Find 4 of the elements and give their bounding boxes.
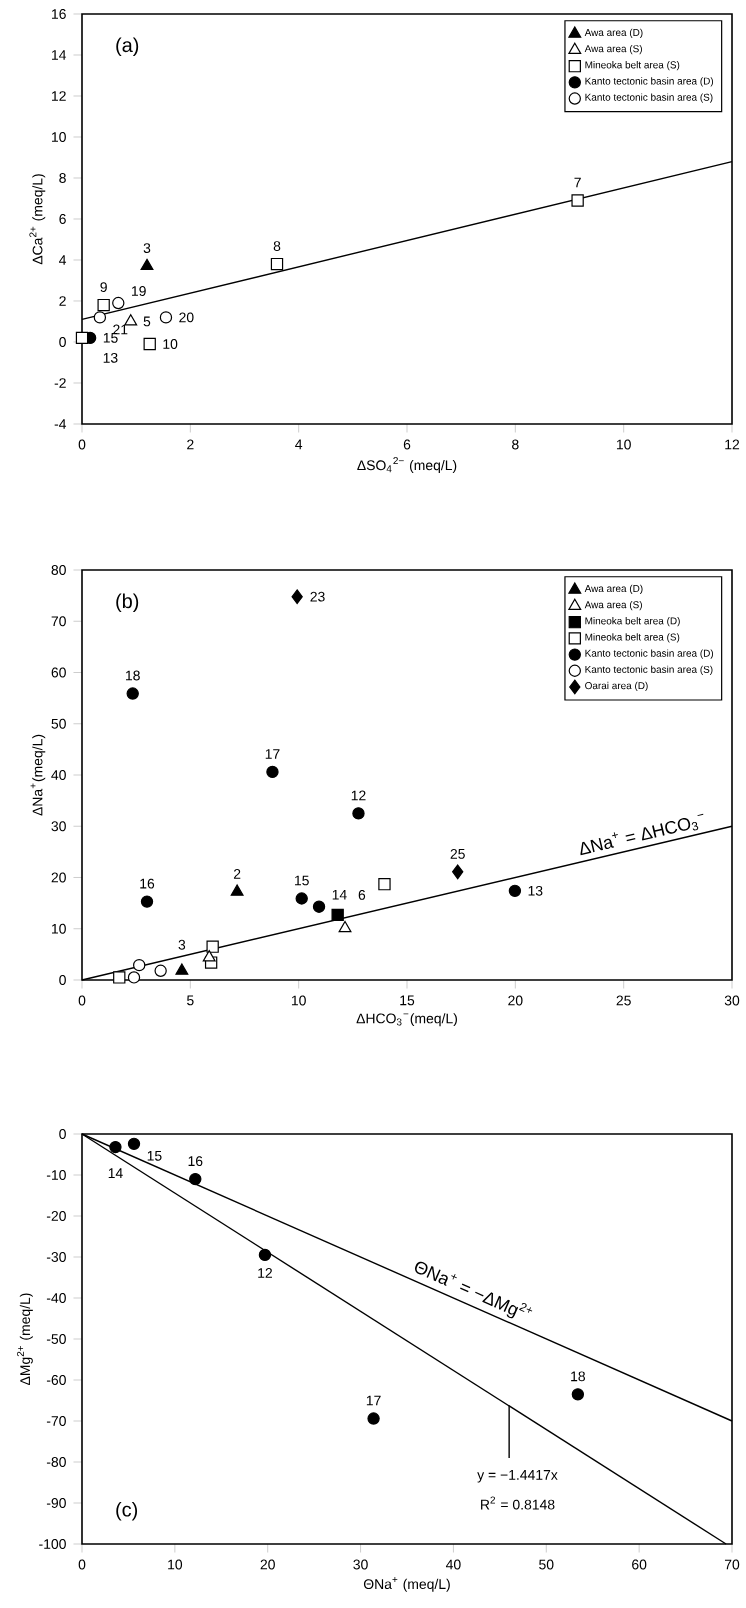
text: (b) — [116, 593, 139, 613]
text: (a) — [116, 37, 139, 57]
text: (c) — [116, 1501, 138, 1521]
annotation: ΘNa$^{+}$ = −ΔMg$^{2+}$ — [415, 1261, 533, 1319]
